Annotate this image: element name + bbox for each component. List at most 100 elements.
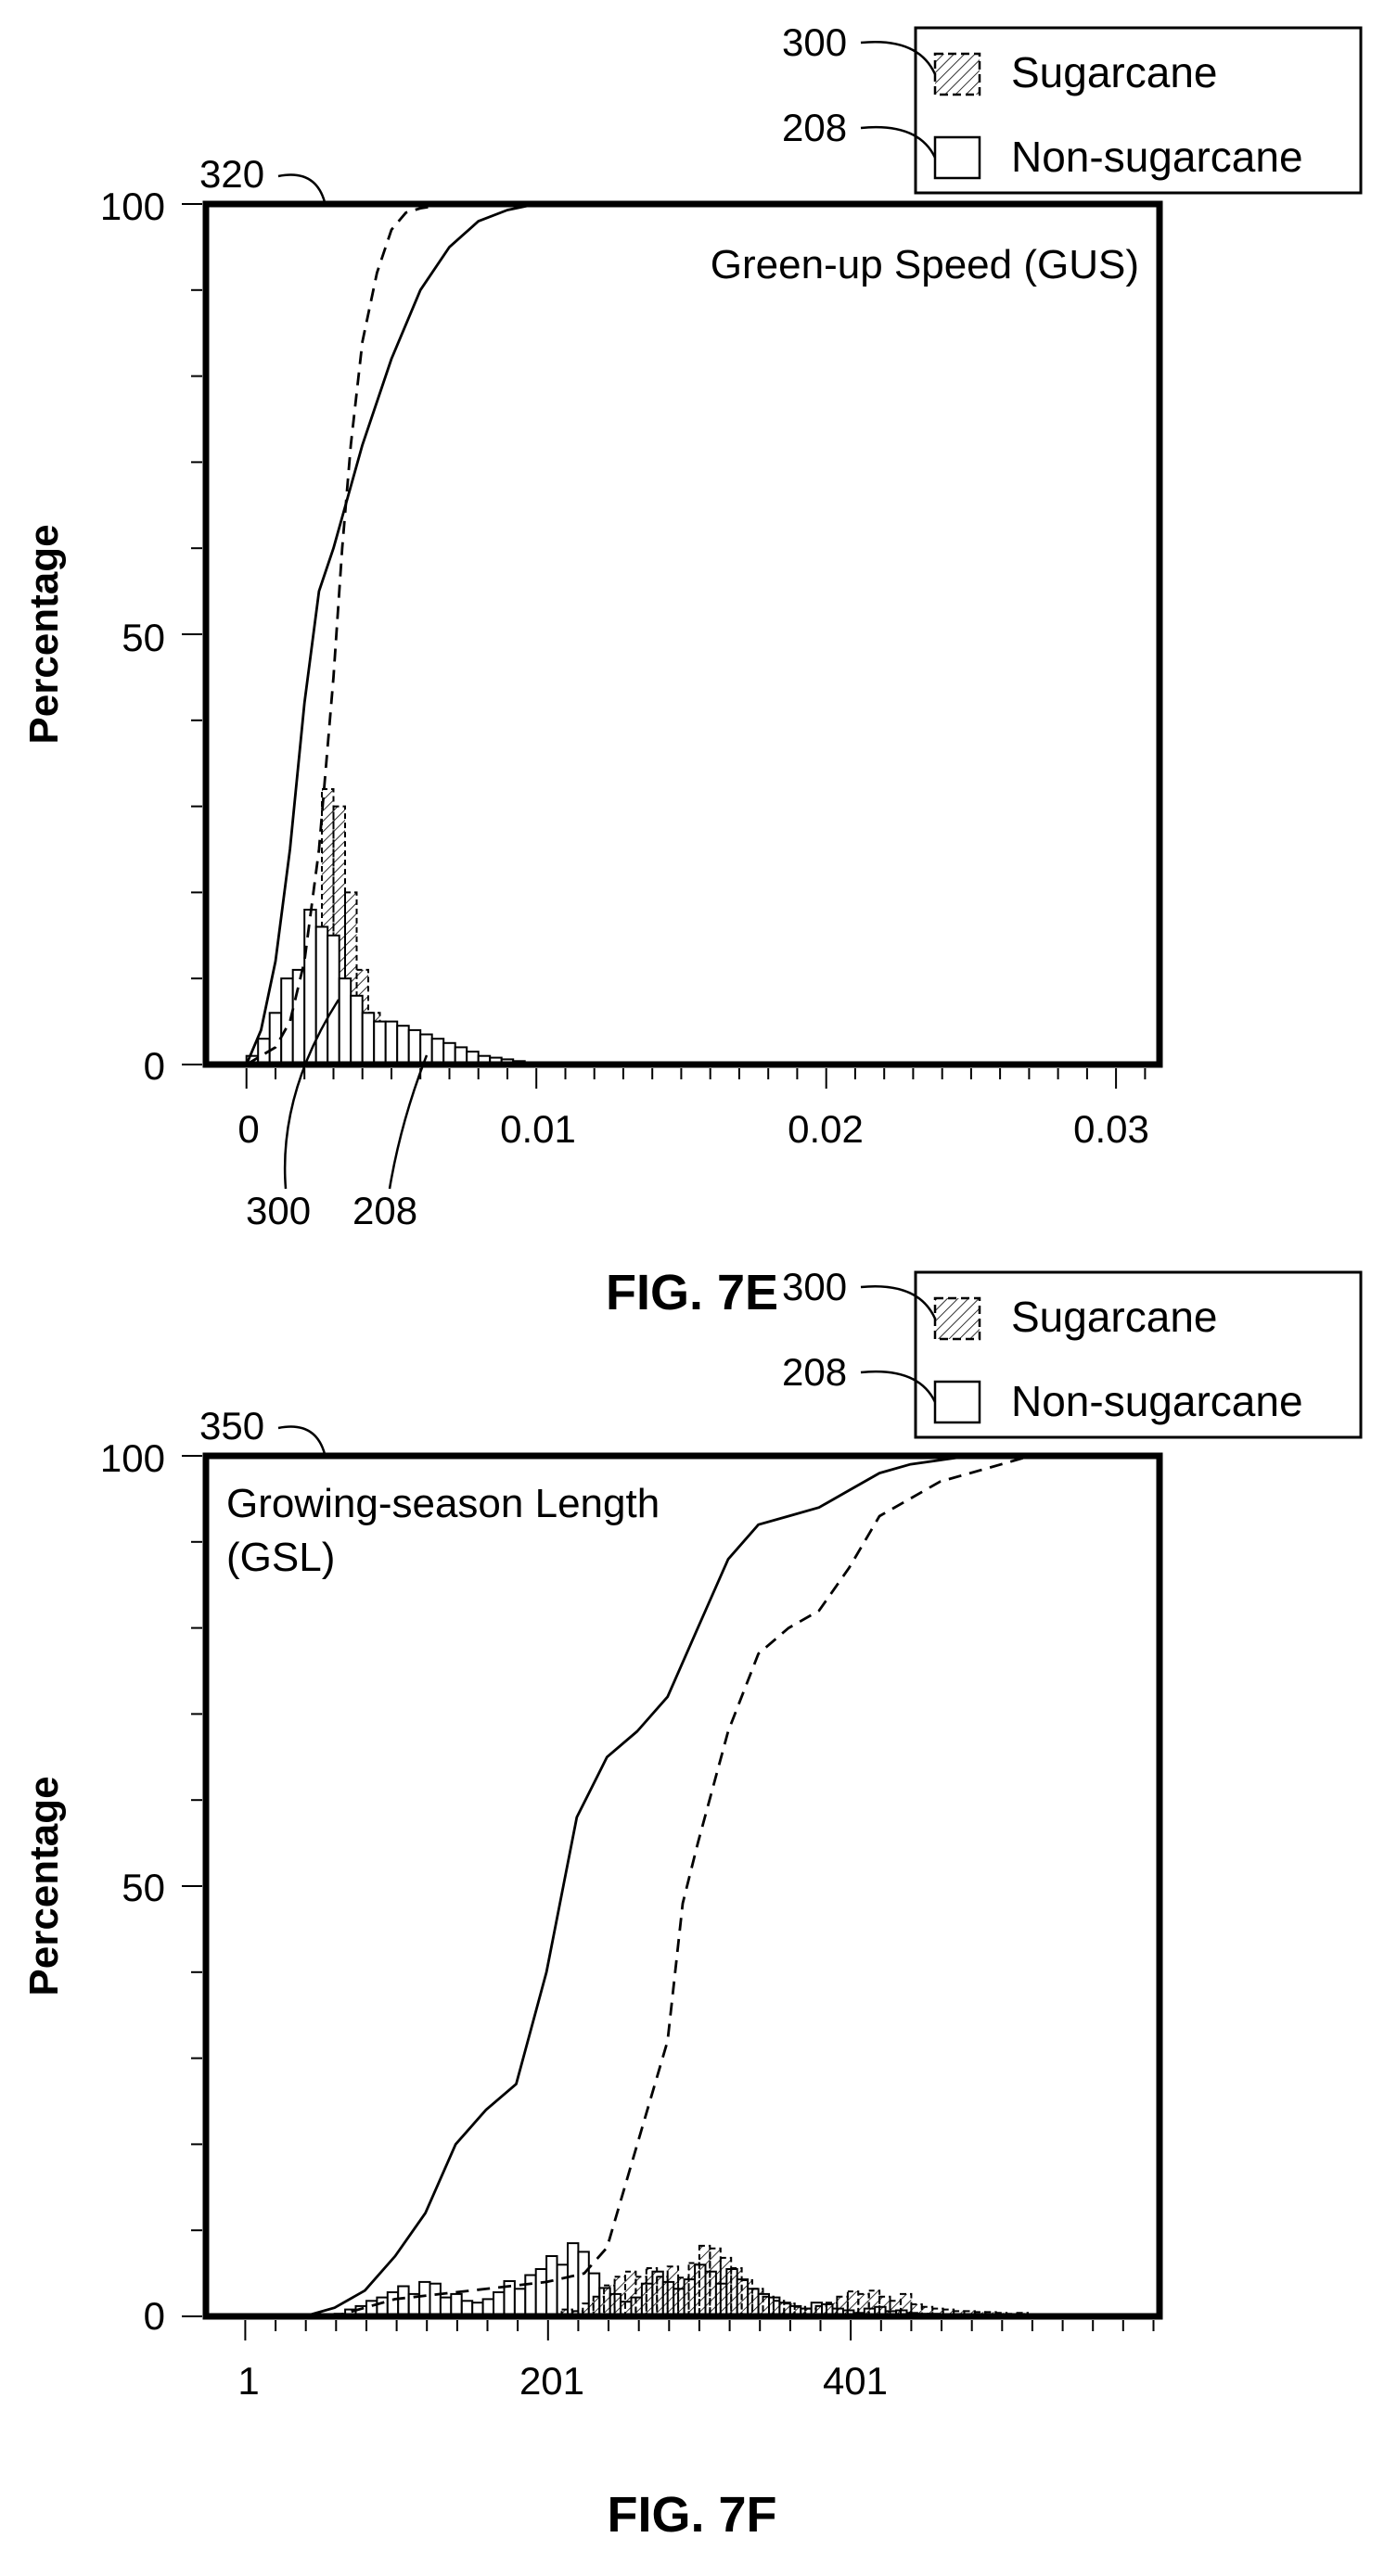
reference-number: 320 — [199, 152, 264, 196]
cumulative-line-sugarcane — [245, 1454, 1032, 2318]
histogram-bar-sugarcane — [624, 2270, 637, 2317]
legend-ref-non-sugarcane: 208 — [782, 106, 847, 149]
legend-label-sugarcane: Sugarcane — [1011, 1293, 1218, 1341]
reference-number: 350 — [199, 1404, 264, 1447]
legend: Sugarcane Non-sugarcane 300 208 — [782, 1265, 1363, 1439]
histogram-bar-sugarcane — [740, 2279, 753, 2317]
legend: Sugarcane Non-sugarcane 300 208 — [782, 20, 1363, 195]
x-tick-label: 0.03 — [1073, 1107, 1149, 1151]
histogram-bar-sugarcane — [814, 2304, 827, 2317]
histogram-bar-non-sugarcane — [430, 1038, 445, 1065]
legend-ref-non-sugarcane: 208 — [782, 1350, 847, 1394]
histogram-bar-non-sugarcane — [350, 994, 364, 1066]
legend-ref-sugarcane: 300 — [782, 1265, 847, 1308]
histogram-bar-sugarcane — [920, 2305, 934, 2318]
histogram-bar-non-sugarcane — [280, 977, 294, 1065]
cumulative-line-non-sugarcane — [245, 202, 1146, 1065]
chart-7e-x-ticks — [245, 1068, 1147, 1089]
chart-annotation: Green-up Speed (GUS) — [711, 242, 1139, 287]
histogram-bar-non-sugarcane — [567, 2242, 580, 2318]
chart-7f-curves — [245, 1454, 1032, 2318]
figure-7f: 100 50 0 1 201 401 Percentage Growing-se… — [21, 1265, 1363, 2543]
histogram-bar-non-sugarcane — [338, 977, 352, 1065]
histogram-bar-sugarcane — [900, 2292, 913, 2317]
x-tick-label: 0.01 — [500, 1107, 576, 1151]
legend-leader — [860, 125, 937, 159]
histogram-bar-sugarcane — [867, 2289, 881, 2317]
chart-annotation: Growing-season Length — [226, 1481, 660, 1526]
histogram-bar-non-sugarcane — [534, 2268, 548, 2317]
x-tick-label: 0 — [237, 1107, 259, 1151]
y-axis-label: Percentage — [21, 524, 67, 744]
legend-swatch-non-sugarcane — [933, 1380, 981, 1424]
histogram-bar-sugarcane — [698, 2244, 711, 2317]
histogram-bar-sugarcane — [645, 2267, 659, 2317]
legend-leader — [860, 41, 937, 75]
histogram-bar-sugarcane — [730, 2267, 743, 2317]
figure-label: FIG. 7F — [607, 2487, 776, 2543]
legend-label-non-sugarcane: Non-sugarcane — [1011, 1377, 1303, 1425]
histogram-bar-non-sugarcane — [419, 1033, 433, 1065]
histogram-bar-non-sugarcane — [384, 1020, 399, 1065]
histogram-bar-non-sugarcane — [397, 2285, 410, 2317]
histogram-bar-sugarcane — [719, 2256, 733, 2317]
histogram-bar-sugarcane — [857, 2292, 870, 2317]
x-tick-label: 0.02 — [788, 1107, 864, 1151]
histogram-bar-sugarcane — [656, 2276, 669, 2318]
plot-frame — [202, 1452, 1163, 2320]
histogram-bar-non-sugarcane — [513, 2288, 527, 2318]
legend-box — [914, 26, 1363, 195]
histogram-bar-non-sugarcane — [524, 2274, 537, 2317]
histogram-bar-sugarcane — [709, 2247, 722, 2317]
legend-swatch-sugarcane — [933, 52, 981, 96]
x-tick-label: 201 — [519, 2359, 584, 2403]
histogram-bar-non-sugarcane — [493, 2291, 506, 2317]
legend-label-sugarcane: Sugarcane — [1011, 48, 1218, 96]
histogram-bar-sugarcane — [666, 2265, 680, 2317]
chart-7f-y-ticks — [182, 1455, 202, 2317]
pointer-label-sugarcane: 300 — [246, 1189, 311, 1232]
histogram-bar-non-sugarcane — [450, 2292, 463, 2317]
legend-leader — [860, 1285, 937, 1320]
chart-7e-histograms — [245, 788, 538, 1066]
y-tick-label: 0 — [144, 2294, 165, 2338]
reference-leader — [277, 1425, 327, 1455]
chart-7e-y-ticks — [182, 203, 202, 1065]
histogram-bar-sugarcane — [603, 2284, 616, 2318]
histogram-bar-non-sugarcane — [361, 1012, 376, 1066]
pointer-label-non-sugarcane: 208 — [352, 1189, 417, 1232]
histogram-bar-sugarcane — [793, 2305, 807, 2318]
legend-label-non-sugarcane: Non-sugarcane — [1011, 133, 1303, 181]
legend-swatch-sugarcane — [933, 1296, 981, 1341]
chart-7f-histograms — [333, 2242, 1029, 2318]
histogram-bar-non-sugarcane — [429, 2282, 442, 2317]
histogram-bar-non-sugarcane — [373, 1020, 387, 1065]
histogram-bar-sugarcane — [634, 2276, 647, 2318]
histogram-bar-sugarcane — [677, 2276, 690, 2317]
pointer-leader — [283, 999, 340, 1190]
histogram-bar-sugarcane — [687, 2262, 700, 2317]
histogram-bar-sugarcane — [751, 2288, 764, 2318]
chart-7e-curves — [245, 202, 1146, 1066]
cumulative-line-sugarcane — [245, 202, 1146, 1066]
reference-leader — [277, 173, 327, 203]
histogram-bar-non-sugarcane — [396, 1025, 410, 1065]
legend-box — [914, 1270, 1363, 1439]
plot-frame — [202, 200, 1163, 1068]
legend-swatch-non-sugarcane — [933, 135, 981, 180]
histogram-bar-non-sugarcane — [545, 2255, 558, 2317]
y-tick-label: 50 — [122, 1866, 165, 1909]
y-tick-label: 50 — [122, 616, 165, 659]
legend-ref-sugarcane: 300 — [782, 20, 847, 64]
legend-leader — [860, 1370, 937, 1403]
figure-7e: 100 50 0 0 0.01 0.02 0.03 Percentage Gre… — [21, 20, 1363, 1320]
y-axis-label: Percentage — [21, 1776, 67, 1996]
y-tick-label: 0 — [144, 1044, 165, 1088]
histogram-bar-non-sugarcane — [314, 925, 329, 1065]
x-tick-label: 401 — [823, 2359, 888, 2403]
y-tick-label: 100 — [100, 185, 165, 228]
pointer-leader — [388, 1054, 429, 1190]
histogram-bar-non-sugarcane — [418, 2280, 431, 2317]
histogram-bar-sugarcane — [613, 2276, 626, 2318]
